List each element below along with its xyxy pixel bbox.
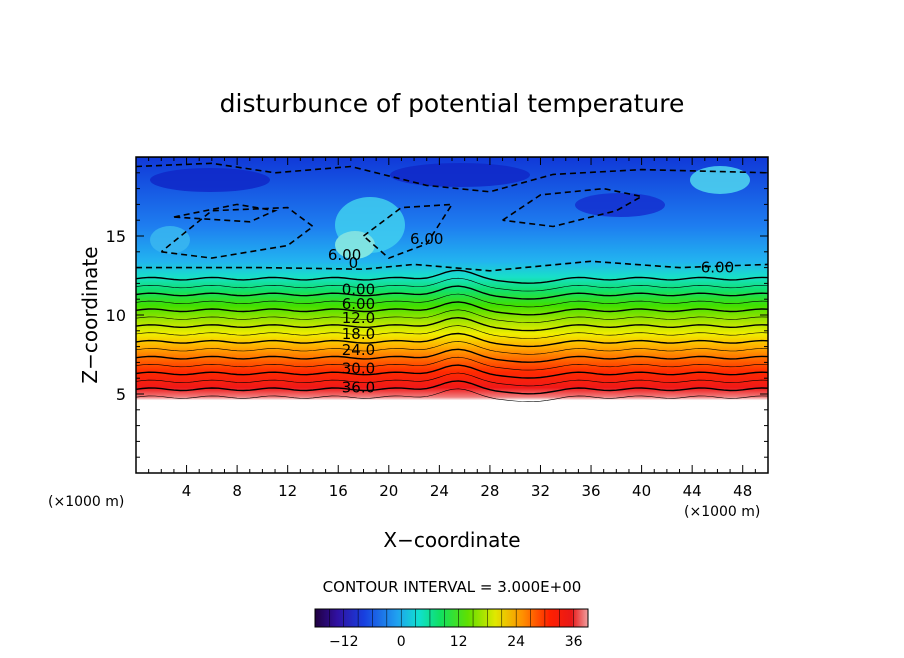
colorbar-tick-label: −12 — [329, 634, 359, 650]
contour-line — [136, 325, 768, 339]
x-tick-label: 36 — [581, 482, 600, 500]
contour-line — [136, 309, 768, 324]
contour-line — [136, 388, 768, 403]
contour-line — [136, 269, 768, 284]
contour-line-dashed — [136, 162, 768, 193]
contour-line-dashed — [136, 260, 768, 272]
cold-blob — [575, 193, 665, 217]
x-tick-label: 40 — [632, 482, 651, 500]
x-unit-right: (×1000 m) — [684, 504, 760, 520]
colorbar-tick-label: 0 — [397, 634, 406, 650]
plot-area — [136, 157, 768, 473]
upper-blobs — [150, 163, 750, 259]
contour-line — [136, 293, 768, 308]
colorbar — [314, 608, 589, 628]
contour-line — [136, 380, 768, 395]
contour-line — [136, 356, 768, 371]
contour-label: 24.0 — [342, 341, 375, 359]
y-tick-label: 15 — [106, 227, 126, 246]
contour-line — [136, 372, 768, 387]
contour-label: 0.00 — [342, 281, 375, 299]
y-axis: 5 10 15 — [106, 172, 768, 458]
x-tick-label: 16 — [329, 482, 348, 500]
y-tick-label: 5 — [116, 385, 126, 404]
contour-line — [136, 364, 768, 379]
contour-line — [136, 332, 768, 348]
cold-blob — [390, 163, 530, 187]
contour-label: 36.0 — [342, 379, 375, 397]
colorbar-tick-label: 12 — [450, 634, 468, 650]
warm-blob — [335, 231, 375, 259]
chart-title: disturbunce of potential temperature — [220, 89, 685, 118]
contour-line-dashed — [362, 203, 454, 260]
contour-line-dashed — [173, 203, 278, 223]
contour-label: 6.00 — [328, 246, 361, 264]
x-tick-label: 4 — [182, 482, 192, 500]
field-background — [136, 157, 768, 473]
contour-line — [136, 316, 768, 332]
contour-line — [136, 301, 768, 316]
y-axis-label: Z−coordinate — [78, 246, 102, 383]
colorbar-tick-label: 24 — [507, 634, 525, 650]
contour-label: 0 — [349, 254, 359, 272]
contour-line-dashed — [502, 187, 644, 228]
x-tick-label: 12 — [278, 482, 297, 500]
x-tick-label: 44 — [683, 482, 702, 500]
x-tick-label: 48 — [733, 482, 752, 500]
warm-blob — [150, 226, 190, 254]
contour-label: 30.0 — [342, 360, 375, 378]
contour-line — [136, 341, 768, 355]
colorbar-tick-label: 36 — [565, 634, 583, 650]
x-tick-label: 8 — [232, 482, 242, 500]
contour-line — [136, 285, 768, 300]
x-tick-label: 24 — [430, 482, 449, 500]
x-axis: 4 8 12 16 20 24 28 32 36 40 44 48 — [148, 157, 756, 500]
contour-label: 18.0 — [342, 325, 375, 343]
cold-blob — [150, 168, 270, 192]
contour-label: 6.00 — [701, 259, 734, 277]
contour-line-dashed — [160, 206, 315, 259]
contour-lines — [136, 157, 768, 403]
y-tick-label: 10 — [106, 306, 126, 325]
contour-labels: 0.006.0012.018.024.030.036.06.006.006.00… — [328, 230, 734, 397]
contour-interval-footer: CONTOUR INTERVAL = 3.000E+00 — [323, 578, 582, 596]
x-axis-label: X−coordinate — [383, 528, 520, 552]
x-unit-left: (×1000 m) — [48, 494, 124, 510]
x-tick-label: 28 — [480, 482, 499, 500]
contour-label: 6.00 — [342, 295, 375, 313]
contour-label: 12.0 — [342, 309, 375, 327]
contour-label: 6.00 — [410, 230, 443, 248]
warm-blob — [690, 166, 750, 194]
x-tick-label: 32 — [531, 482, 550, 500]
colorbar-ticks: −12 0 12 24 36 — [314, 609, 589, 650]
contour-line — [136, 348, 768, 363]
x-tick-label: 20 — [379, 482, 398, 500]
contour-line — [136, 277, 768, 292]
